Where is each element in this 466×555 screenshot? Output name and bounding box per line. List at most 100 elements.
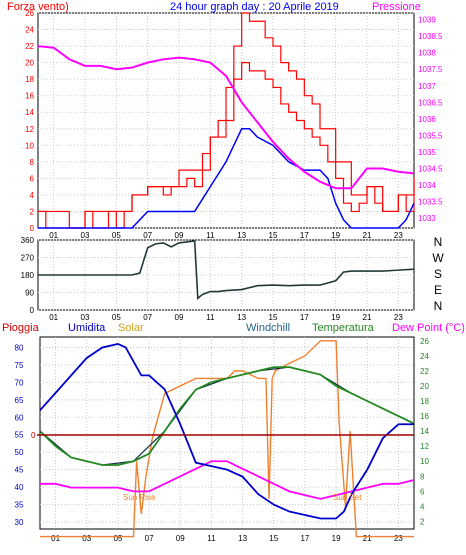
x-tick-label: 07 — [145, 534, 154, 543]
x-tick-label: 05 — [112, 231, 121, 240]
sun-set-label: Sun Set — [333, 493, 362, 502]
x-tick-label: 01 — [49, 231, 58, 240]
x-tick-label: 07 — [143, 313, 152, 322]
humidity-tick-label: 80 — [15, 343, 24, 352]
top-series — [37, 12, 415, 229]
bottom-series — [37, 340, 415, 538]
wind-tick-label: 24 — [25, 26, 34, 35]
temperature-tick-label: 10 — [420, 457, 429, 466]
x-tick-label: 19 — [332, 534, 341, 543]
direction-tick-label: 180 — [21, 271, 35, 280]
series-humidity-line — [39, 343, 414, 520]
pressure-tick-label: 1033.5 — [418, 198, 443, 207]
pressure-tick-label: 1035.5 — [418, 131, 443, 140]
direction-tick-label: 90 — [25, 289, 34, 298]
humidity-tick-label: 70 — [15, 378, 24, 387]
pressure-tick-label: 1037.5 — [418, 65, 443, 74]
x-tick-label: 23 — [394, 313, 403, 322]
pressure-axis-label: Pressione — [372, 1, 421, 13]
temperature-tick-label: 18 — [420, 397, 429, 406]
pressure-tick-label: 1038.5 — [418, 32, 443, 41]
wind-tick-label: 4 — [30, 191, 35, 200]
wind-tick-label: 8 — [30, 158, 35, 167]
x-tick-label: 03 — [82, 534, 91, 543]
humidity-tick-label: 65 — [15, 396, 24, 405]
series-pressure-line — [37, 45, 415, 190]
pressure-tick-label: 1039 — [418, 16, 436, 25]
legend-dewpoint: Dew Point (°C) — [392, 322, 465, 334]
sun-rise-label: Sun Rise — [123, 493, 156, 502]
x-tick-label: 15 — [269, 534, 278, 543]
pressure-tick-label: 1036 — [418, 115, 436, 124]
wind-tick-label: 6 — [30, 174, 35, 183]
x-tick-label: 17 — [300, 313, 309, 322]
wind-tick-label: 12 — [25, 125, 34, 134]
chart-title: 24 hour graph day : 20 Aprile 2019 — [170, 1, 339, 13]
x-tick-label: 09 — [175, 313, 184, 322]
direction-axis-ticks: 360 270 180 90 0 — [21, 236, 35, 315]
compass-letter: S — [434, 267, 442, 281]
series-dewpoint-line — [40, 460, 415, 500]
temperature-tick-label: 2 — [420, 517, 425, 526]
series-wind-line — [38, 62, 415, 229]
rain-zero-label: 0 — [31, 431, 36, 440]
x-tick-label: 15 — [269, 231, 278, 240]
x-tick-label: 01 — [51, 534, 60, 543]
humidity-axis-ticks: 30 35 40 45 50 55 60 65 70 75 80 — [15, 343, 24, 527]
direction-tick-label: 360 — [21, 236, 35, 245]
humidity-tick-label: 40 — [15, 483, 24, 492]
x-tick-label: 21 — [363, 231, 372, 240]
temperature-tick-label: 8 — [420, 472, 425, 481]
direction-tick-label: 0 — [30, 306, 35, 315]
x-tick-label: 01 — [49, 313, 58, 322]
series-wind-avg-line — [38, 128, 415, 229]
x-tick-label: 13 — [237, 231, 246, 240]
wind-tick-label: 26 — [25, 9, 34, 18]
wind-tick-label: 16 — [25, 92, 34, 101]
pressure-tick-label: 1036.5 — [418, 98, 443, 107]
temperature-tick-label: 16 — [420, 412, 429, 421]
humidity-tick-label: 75 — [15, 361, 24, 370]
series-direction-line — [38, 240, 415, 300]
legend-temperatura: Temperatura — [312, 322, 375, 334]
compass-letter: N — [434, 235, 443, 249]
direction-series — [38, 240, 415, 300]
humidity-tick-label: 60 — [15, 413, 24, 422]
x-tick-label: 11 — [206, 313, 215, 322]
x-tick-label: 11 — [206, 231, 215, 240]
x-tick-label: 17 — [300, 534, 309, 543]
x-tick-label: 21 — [363, 534, 372, 543]
temperature-tick-label: 14 — [420, 427, 429, 436]
x-tick-label: 23 — [394, 231, 403, 240]
x-tick-label: 19 — [331, 231, 340, 240]
legend-windchill: Windchill — [246, 322, 290, 334]
legend-pioggia: Pioggia — [2, 322, 40, 334]
direction-x-axis-ticks: 01 03 05 07 09 11 13 15 17 19 21 23 — [49, 313, 403, 322]
pressure-tick-label: 1038 — [418, 49, 436, 58]
direction-tick-label: 270 — [21, 254, 35, 263]
x-tick-label: 03 — [81, 313, 90, 322]
x-tick-label: 13 — [237, 313, 246, 322]
wind-tick-label: 22 — [25, 42, 34, 51]
compass-letter: N — [434, 299, 443, 313]
pressure-tick-label: 1034.5 — [418, 164, 443, 173]
humidity-tick-label: 30 — [15, 518, 24, 527]
temperature-tick-label: 24 — [420, 352, 429, 361]
x-tick-label: 11 — [207, 534, 216, 543]
wind-tick-label: 10 — [25, 141, 34, 150]
temperature-tick-label: 4 — [420, 502, 425, 511]
x-tick-label: 15 — [269, 313, 278, 322]
humidity-tick-label: 55 — [15, 431, 24, 440]
temperature-tick-label: 6 — [420, 487, 425, 496]
temperature-tick-label: 12 — [420, 442, 429, 451]
x-tick-label: 19 — [331, 313, 340, 322]
x-tick-label: 17 — [300, 231, 309, 240]
top-x-axis-ticks: 01 03 05 07 09 11 13 15 17 19 21 23 — [49, 231, 403, 240]
compass-letter: W — [432, 251, 444, 265]
